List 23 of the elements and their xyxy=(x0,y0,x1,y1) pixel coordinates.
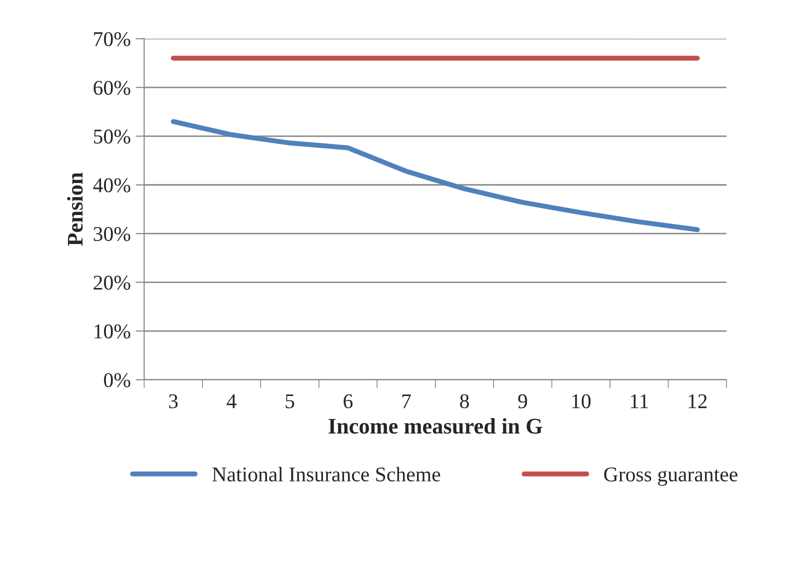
y-tick-label: 50% xyxy=(94,130,130,144)
y-tick-label: 70% xyxy=(94,32,130,46)
x-tick-label: 9 xyxy=(518,394,528,408)
x-tick-label: 6 xyxy=(344,394,353,408)
x-tick-label: 3 xyxy=(169,394,178,408)
x-tick-label: 4 xyxy=(226,394,236,408)
y-tick-label: 60% xyxy=(94,80,130,95)
x-tick-label: 11 xyxy=(630,394,648,408)
y-tick-label: 10% xyxy=(94,324,130,339)
line-series xyxy=(170,119,700,232)
x-tick-label: 7 xyxy=(402,394,411,408)
y-axis-title: Pension xyxy=(67,172,83,246)
x-tick-label: 8 xyxy=(460,394,469,408)
y-tick-label: 0% xyxy=(104,373,130,388)
legend-label: National Insurance Scheme xyxy=(212,466,440,482)
y-tick-label: 30% xyxy=(94,226,130,242)
x-axis-title: Income measured in G xyxy=(328,418,542,434)
x-tick-label: 12 xyxy=(688,394,707,408)
y-tick-label: 20% xyxy=(94,276,130,290)
x-tick-label: 10 xyxy=(572,394,591,408)
x-tick-label: 5 xyxy=(286,394,294,408)
legend-label: Gross guarantee xyxy=(604,467,738,486)
y-tick-label: 40% xyxy=(93,178,130,192)
